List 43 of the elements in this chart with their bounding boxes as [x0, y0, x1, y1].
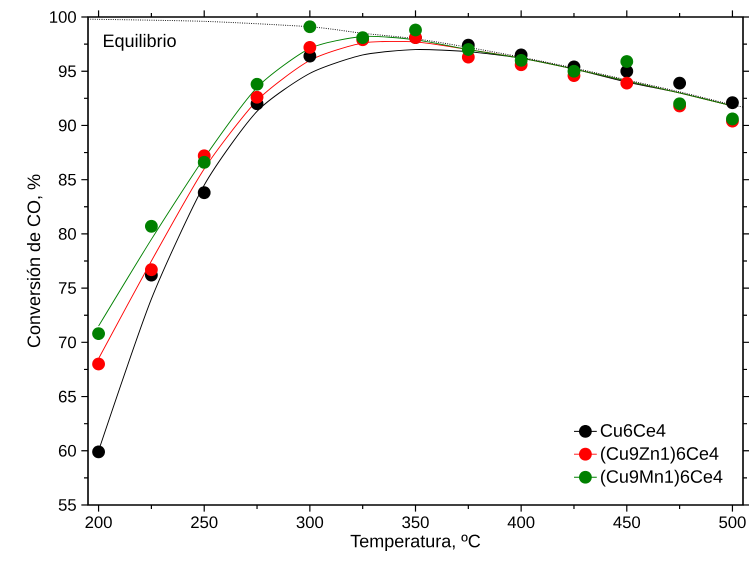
point: [144, 220, 158, 233]
point: [673, 76, 686, 90]
point: [250, 78, 264, 91]
y-tick-label: 85: [58, 174, 76, 186]
x-tick-label: 350: [402, 516, 429, 528]
x-tick-label: 200: [86, 516, 112, 528]
point: [673, 97, 686, 110]
x-axis-title: Temperatura, ºC: [350, 534, 480, 551]
point: [144, 263, 158, 276]
legend-label: (Cu9Mn1)6Ce4: [601, 470, 722, 486]
point: [92, 358, 105, 370]
x-tick-label: 450: [613, 516, 640, 528]
legend-label: Cu6Ce4: [600, 424, 666, 437]
point: [726, 96, 739, 110]
x-tick-label: 250: [191, 516, 218, 528]
point: [620, 76, 634, 90]
y-tick-label: 70: [58, 336, 76, 348]
x-tick-label: 300: [296, 516, 324, 528]
y-tick-label: 60: [58, 444, 76, 457]
point: [409, 24, 422, 36]
y-tick-label: 80: [58, 228, 76, 240]
point: [303, 40, 316, 54]
y-axis-title: Conversión de CO, %: [26, 174, 42, 348]
point: [92, 445, 105, 458]
y-tick-label: 95: [58, 65, 76, 78]
legend-label: (Cu9Zn1)6Ce4: [601, 446, 718, 464]
point: [462, 43, 475, 56]
point: [303, 20, 316, 34]
point: [198, 156, 211, 169]
y-tick-label: 90: [58, 120, 76, 132]
x-tick-label: 500: [719, 516, 746, 528]
y-tick-label: 100: [50, 11, 76, 23]
point: [514, 54, 528, 67]
x-tick-label: 400: [508, 516, 534, 528]
y-tick-label: 75: [58, 282, 76, 294]
point: [198, 186, 211, 200]
point: [250, 90, 264, 104]
y-tick-label: 65: [58, 390, 76, 402]
point: [568, 64, 580, 78]
y-tick-label: 55: [58, 499, 76, 511]
point: [620, 55, 634, 68]
point: [92, 327, 105, 340]
annotation: Equilibrio: [104, 34, 176, 51]
